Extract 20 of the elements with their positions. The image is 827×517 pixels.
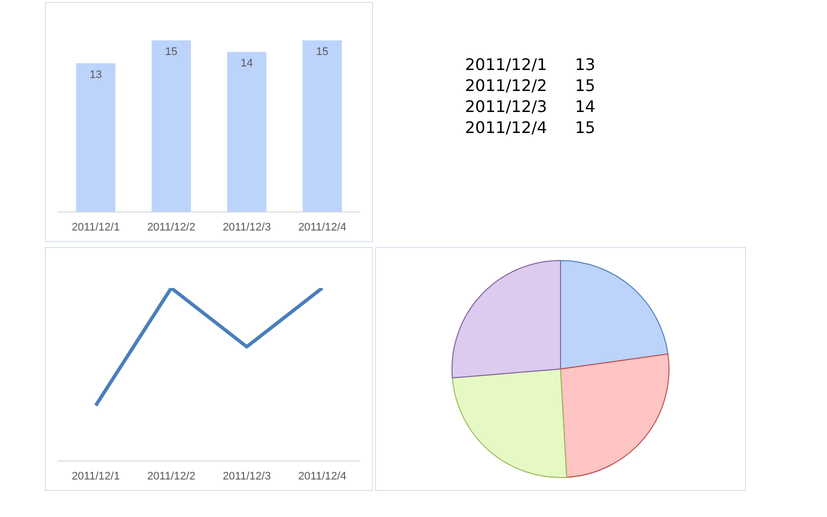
data-label: 13 (90, 68, 102, 81)
data-label: 14 (240, 57, 253, 70)
text: 2011/12/2 (465, 76, 548, 95)
x-tick-label: 2011/12/1 (72, 470, 120, 482)
text: 15 (575, 76, 596, 95)
text: 14 (575, 97, 596, 116)
x-tick-label: 2011/12/4 (298, 470, 346, 482)
text: 2011/12/4 (465, 118, 548, 137)
data-label: 15 (316, 46, 328, 58)
x-tick-label: 2011/12/2 (147, 470, 196, 482)
data-label: 15 (165, 46, 178, 58)
x-tick-label: 2011/12/2 (147, 221, 196, 234)
text: 13 (575, 55, 596, 74)
x-tick-label: 2011/12/3 (222, 221, 271, 234)
text: 2011/12/3 (465, 97, 548, 116)
text: 2011/12/1 (465, 55, 548, 74)
x-tick-label: 2011/12/4 (298, 221, 346, 234)
text: 15 (575, 118, 596, 137)
x-tick-label: 2011/12/3 (222, 470, 271, 482)
x-tick-label: 2011/12/1 (72, 221, 120, 234)
